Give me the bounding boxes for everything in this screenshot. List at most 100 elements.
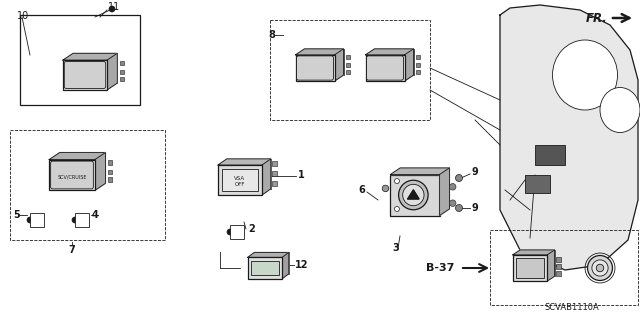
Circle shape — [394, 206, 399, 211]
Polygon shape — [365, 49, 413, 55]
Bar — [248, 257, 282, 279]
Text: SCVAB1110A: SCVAB1110A — [545, 303, 600, 313]
Text: 5: 5 — [13, 210, 20, 220]
Bar — [218, 165, 262, 195]
Polygon shape — [390, 168, 449, 174]
Bar — [272, 161, 277, 166]
Text: SCV/CRUISE: SCV/CRUISE — [57, 174, 87, 180]
Bar — [227, 159, 271, 189]
Bar — [270, 20, 430, 120]
Bar — [108, 177, 113, 182]
Bar — [108, 160, 113, 165]
FancyBboxPatch shape — [296, 56, 333, 80]
Polygon shape — [262, 159, 271, 195]
Text: 11: 11 — [108, 2, 120, 12]
Polygon shape — [440, 168, 449, 216]
Circle shape — [227, 229, 233, 235]
Circle shape — [27, 217, 33, 223]
Bar — [535, 145, 565, 165]
Ellipse shape — [552, 40, 618, 110]
Text: 8: 8 — [268, 30, 275, 40]
Bar — [556, 264, 561, 269]
Bar — [75, 213, 89, 227]
Polygon shape — [282, 252, 289, 279]
Text: 10: 10 — [17, 11, 29, 21]
FancyBboxPatch shape — [367, 56, 403, 80]
Polygon shape — [335, 49, 344, 81]
Bar — [120, 70, 124, 74]
Circle shape — [394, 179, 399, 183]
Polygon shape — [500, 5, 638, 270]
Circle shape — [456, 174, 463, 182]
Text: 4: 4 — [92, 210, 99, 220]
Bar — [63, 60, 107, 90]
Polygon shape — [49, 152, 106, 160]
Bar — [120, 77, 124, 81]
Text: 3: 3 — [392, 243, 399, 253]
Bar — [416, 70, 419, 74]
Circle shape — [456, 204, 463, 211]
Bar — [254, 252, 289, 274]
Bar — [296, 55, 335, 81]
Polygon shape — [107, 53, 117, 90]
Ellipse shape — [596, 264, 604, 272]
Bar — [272, 171, 277, 176]
Bar — [520, 250, 555, 276]
Polygon shape — [408, 190, 419, 199]
Bar — [390, 174, 440, 216]
Bar — [416, 56, 419, 59]
Ellipse shape — [592, 260, 608, 276]
Bar — [365, 55, 404, 81]
Polygon shape — [296, 49, 344, 55]
Circle shape — [109, 6, 115, 12]
FancyBboxPatch shape — [51, 161, 93, 189]
Ellipse shape — [600, 87, 640, 132]
Bar — [73, 53, 117, 83]
FancyBboxPatch shape — [64, 62, 106, 88]
Bar — [30, 213, 44, 227]
Text: 9: 9 — [472, 203, 479, 213]
Polygon shape — [404, 49, 413, 81]
Bar — [20, 15, 140, 105]
Bar — [556, 271, 561, 276]
Circle shape — [72, 217, 78, 223]
Polygon shape — [95, 152, 106, 190]
Text: FR.: FR. — [586, 11, 608, 25]
Bar — [305, 49, 344, 75]
Ellipse shape — [588, 256, 612, 280]
Text: 9: 9 — [472, 167, 479, 177]
Bar — [416, 63, 419, 67]
Bar — [251, 261, 279, 275]
Text: 7: 7 — [68, 245, 76, 255]
Text: B-37: B-37 — [426, 263, 454, 273]
Bar — [108, 169, 113, 174]
Text: 1: 1 — [298, 170, 305, 180]
Circle shape — [449, 183, 456, 190]
Circle shape — [382, 185, 388, 192]
Bar — [374, 49, 413, 75]
Polygon shape — [63, 53, 117, 60]
Text: 6: 6 — [358, 185, 365, 195]
Bar — [230, 225, 244, 239]
Text: 12: 12 — [295, 260, 308, 270]
Bar — [10, 130, 165, 240]
Bar — [516, 258, 544, 278]
Bar — [346, 63, 349, 67]
Text: 2: 2 — [248, 224, 255, 234]
Bar — [49, 160, 95, 190]
Bar — [60, 152, 106, 183]
Polygon shape — [248, 252, 289, 257]
Bar — [120, 61, 124, 65]
Text: VSA
OFF: VSA OFF — [234, 176, 246, 187]
Circle shape — [449, 200, 456, 206]
Bar — [525, 175, 550, 193]
Bar — [556, 256, 561, 262]
Polygon shape — [547, 250, 555, 281]
Bar — [346, 70, 349, 74]
Bar — [346, 56, 349, 59]
Polygon shape — [513, 250, 555, 255]
Polygon shape — [218, 159, 271, 165]
Bar — [513, 255, 547, 281]
Bar — [272, 181, 277, 186]
Ellipse shape — [403, 184, 424, 206]
